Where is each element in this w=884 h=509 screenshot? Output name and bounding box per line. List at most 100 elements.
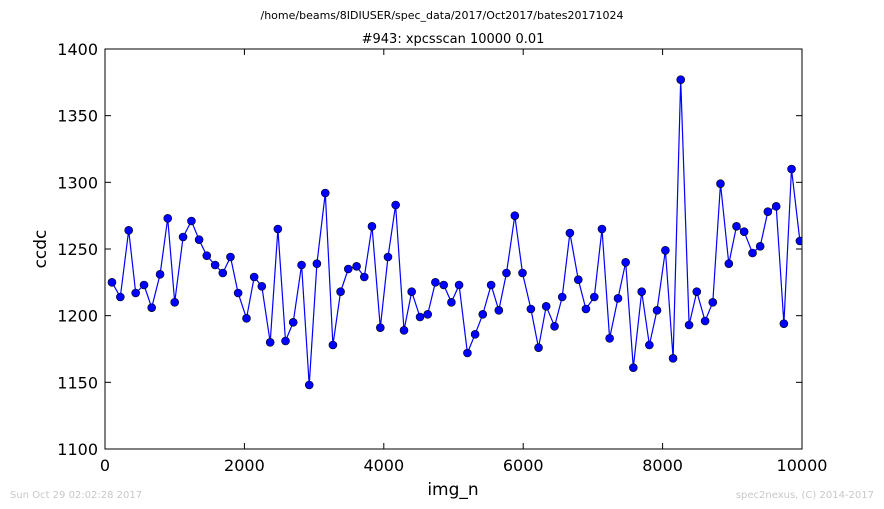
x-tick-label: 6000	[503, 456, 544, 475]
data-point	[755, 242, 765, 251]
data-point	[399, 326, 409, 335]
data-point	[304, 380, 314, 390]
data-point	[621, 258, 630, 267]
data-point	[202, 251, 212, 260]
data-point	[249, 272, 259, 282]
data-point	[645, 340, 654, 350]
data-point	[391, 200, 400, 210]
plot-area	[104, 48, 803, 450]
data-point	[116, 292, 125, 302]
data-point	[565, 228, 575, 238]
data-point	[779, 319, 789, 328]
data-point	[242, 314, 251, 323]
data-point	[676, 75, 686, 84]
data-point	[661, 246, 670, 255]
data-point	[518, 268, 527, 278]
data-point	[795, 236, 802, 246]
x-tick-label: 10000	[777, 456, 828, 475]
data-point	[407, 287, 416, 296]
data-point	[233, 288, 243, 298]
data-point	[131, 288, 140, 298]
data-point	[147, 303, 156, 312]
footer-timestamp: Sun Oct 29 02:02:28 2017	[10, 490, 142, 501]
data-point	[541, 302, 551, 311]
data-point	[684, 320, 694, 330]
data-point	[124, 226, 133, 235]
data-point	[557, 292, 567, 302]
data-point	[312, 259, 322, 268]
data-point	[787, 164, 796, 174]
chart-subtitle: /home/beams/8IDIUSER/spec_data/2017/Oct2…	[261, 9, 624, 22]
x-tick-label: 0	[100, 456, 110, 475]
x-tick-label: 2000	[224, 456, 265, 475]
data-point	[668, 354, 678, 363]
data-point	[210, 260, 220, 270]
data-point	[155, 270, 165, 279]
data-point	[343, 264, 353, 274]
y-tick-label: 1400	[57, 40, 98, 59]
data-point	[170, 298, 179, 307]
data-point	[748, 248, 757, 258]
data-point	[288, 318, 298, 327]
y-axis: 1100 1150 1200 1250 1300 1350 1400	[57, 40, 802, 459]
data-point	[652, 306, 662, 315]
chart-title: #943: xpcsscan 10000 0.01	[362, 32, 545, 47]
data-point	[463, 348, 472, 358]
y-tick-label: 1150	[57, 373, 98, 392]
y-tick-label: 1350	[57, 107, 98, 126]
data-point	[376, 323, 385, 332]
data-point	[534, 343, 543, 352]
data-point	[178, 232, 188, 242]
data-point	[415, 312, 425, 322]
data-point	[107, 278, 117, 287]
data-point	[494, 306, 504, 315]
data-point	[732, 222, 741, 231]
data-point	[605, 334, 614, 343]
data-point	[328, 340, 338, 350]
data-point	[383, 252, 393, 262]
data-point	[502, 268, 511, 278]
data-point	[581, 304, 591, 314]
data-point	[771, 202, 781, 211]
data-point	[194, 235, 204, 244]
data-point	[139, 280, 149, 290]
data-point	[597, 224, 607, 234]
data-point	[447, 298, 456, 307]
data-point	[763, 207, 773, 216]
data-point	[439, 280, 449, 290]
footer-credit: spec2nexus, (C) 2014-2017	[736, 490, 874, 501]
x-tick-label: 8000	[642, 456, 683, 475]
data-point	[478, 310, 488, 319]
data-point	[510, 211, 520, 220]
data-point	[454, 280, 464, 290]
data-point	[692, 287, 702, 296]
data-point	[526, 304, 536, 314]
data-point	[352, 262, 361, 271]
data-point	[359, 272, 369, 282]
data-point	[550, 322, 559, 331]
data-point	[423, 310, 433, 319]
data-point	[637, 287, 646, 296]
data-point	[573, 275, 583, 284]
data-point	[629, 363, 638, 372]
y-tick-label: 1200	[57, 307, 98, 326]
y-tick-label: 1250	[57, 240, 98, 259]
data-point	[367, 222, 377, 231]
data-point	[336, 287, 345, 296]
data-point	[218, 268, 228, 278]
data-point	[281, 336, 290, 346]
data-point	[257, 282, 267, 291]
data-point	[716, 179, 725, 188]
data-point	[273, 224, 283, 234]
data-point	[739, 227, 749, 236]
series-line	[111, 79, 801, 386]
y-tick-label: 1100	[57, 440, 98, 459]
data-point	[470, 330, 480, 339]
data-point	[589, 292, 599, 302]
data-point	[187, 216, 196, 226]
data-point	[486, 280, 496, 290]
data-point	[724, 259, 734, 268]
x-axis: 0 2000 4000 6000 8000 10000	[100, 49, 828, 475]
data-point	[613, 294, 623, 303]
